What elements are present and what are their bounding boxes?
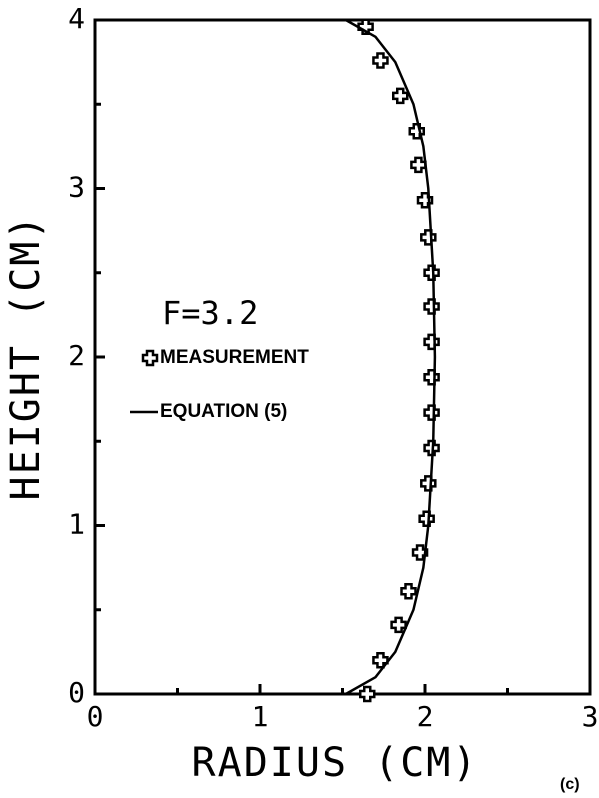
measurement-point (372, 52, 389, 69)
y-tick-label: 3 (68, 171, 85, 204)
measurement-point (420, 229, 437, 246)
measurement-point (423, 439, 440, 457)
y-tick-label: 2 (68, 339, 85, 372)
measurement-point (390, 616, 407, 634)
panel-label: (c) (560, 776, 580, 793)
measurement-point (359, 685, 376, 703)
measurement-point (420, 475, 437, 492)
measurement-point (410, 156, 427, 174)
y-tick-label: 1 (68, 508, 85, 541)
measurement-point (423, 264, 440, 281)
measurement-point (418, 510, 435, 528)
measurement-point (423, 368, 440, 386)
x-tick-label: 2 (417, 700, 434, 733)
x-axis-title: RADIUS (CM) (192, 740, 479, 786)
measurement-point (411, 544, 429, 561)
measurement-point (400, 582, 417, 600)
annotation: F=3.2 (162, 294, 258, 332)
y-tick-label: 4 (68, 2, 85, 35)
legend-label: MEASUREMENT (160, 347, 309, 368)
x-tick-label: 3 (582, 700, 599, 733)
legend-marker (141, 349, 159, 367)
legend-label: EQUATION (5) (160, 401, 287, 422)
measurement-point (423, 298, 440, 315)
y-tick-label: 0 (68, 676, 85, 709)
measurement-point (392, 87, 409, 105)
y-axis-title: HEIGHT (CM) (3, 214, 49, 501)
equation-line (345, 18, 437, 696)
x-tick-label: 1 (252, 700, 269, 733)
x-tick-label: 0 (87, 700, 104, 733)
measurement-point (423, 333, 440, 351)
measurement-point (423, 404, 440, 421)
